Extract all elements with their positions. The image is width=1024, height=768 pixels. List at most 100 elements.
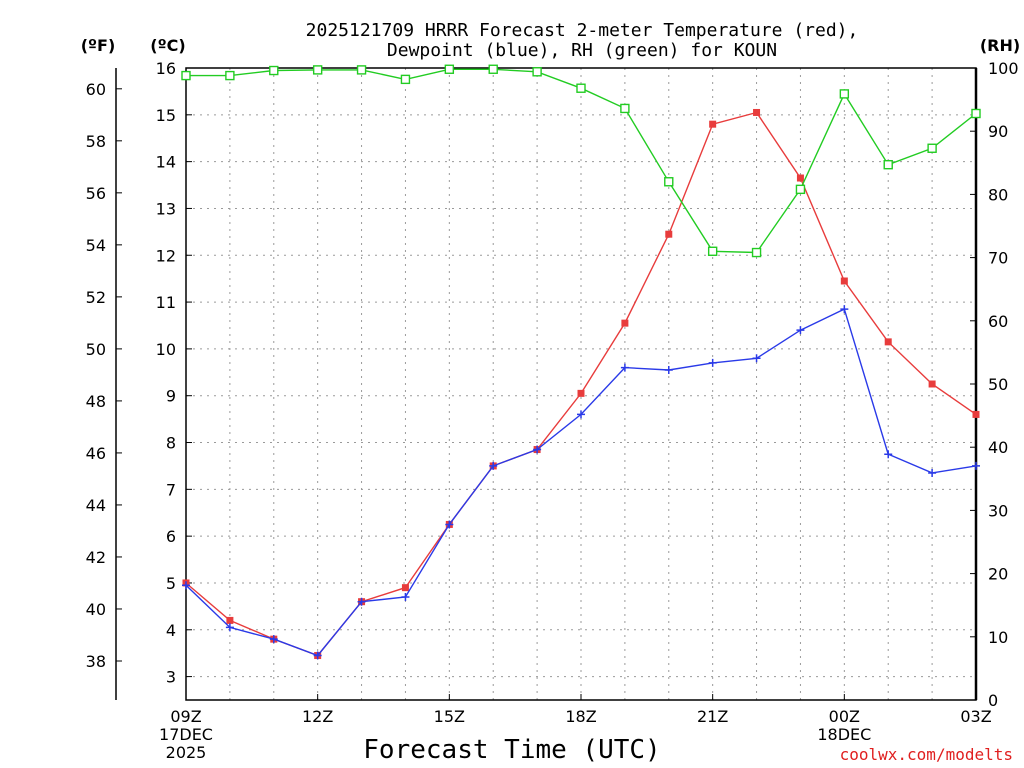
temperature-point [665, 230, 673, 238]
rh-tick-label: 100 [988, 59, 1019, 78]
fahrenheit-tick-label: 56 [86, 184, 106, 203]
celsius-unit-label: (ºC) [150, 36, 185, 55]
rh-point [971, 108, 981, 119]
dewpoint-point [884, 450, 893, 459]
celsius-tick-label: 8 [166, 434, 176, 453]
series-dewpoint [182, 305, 980, 660]
x-tick-label: 2025 [166, 743, 207, 762]
dewpoint-point [401, 593, 410, 602]
rh-tick-label: 70 [988, 249, 1008, 268]
celsius-tick-label: 14 [156, 153, 176, 172]
dewpoint-point [225, 623, 234, 632]
rh-unit-label: (RH) [980, 36, 1020, 55]
fahrenheit-tick-label: 44 [86, 496, 106, 515]
celsius-tick-label: 13 [156, 199, 176, 218]
series-rh [181, 64, 981, 258]
temperature-point [621, 319, 629, 327]
celsius-tick-label: 10 [156, 340, 176, 359]
rh-point [576, 83, 586, 93]
rh-point [839, 89, 850, 99]
credit-text: coolwx.com/modelts [840, 745, 1013, 764]
temperature-point [577, 389, 585, 397]
chart-subtitle: Dewpoint (blue), RH (green) for KOUN [387, 40, 777, 61]
fahrenheit-tick-label: 60 [86, 80, 106, 99]
temperature-point [226, 616, 234, 624]
rh-tick-label: 0 [988, 691, 998, 710]
rh-point [225, 70, 235, 81]
dewpoint-point [840, 305, 849, 314]
rh-point [532, 67, 542, 77]
celsius-tick-label: 9 [166, 387, 176, 406]
fahrenheit-tick-label: 48 [86, 392, 106, 411]
celsius-tick-label: 15 [156, 106, 176, 125]
temperature-point [928, 380, 936, 388]
celsius-tick-label: 16 [156, 59, 176, 78]
rh-tick-label: 10 [988, 628, 1008, 647]
celsius-tick-label: 5 [166, 574, 176, 593]
celsius-tick-label: 12 [156, 246, 176, 265]
dewpoint-point [577, 410, 585, 419]
chart-title: 2025121709 HRRR Forecast 2-meter Tempera… [306, 20, 859, 41]
celsius-tick-label: 11 [156, 293, 176, 312]
temperature-point [840, 277, 848, 285]
dewpoint-point [796, 326, 805, 335]
fahrenheit-tick-label: 38 [86, 652, 106, 671]
temperature-point [972, 410, 980, 418]
rh-point [927, 143, 937, 153]
dewpoint-point [533, 445, 542, 454]
temperature-point [753, 108, 761, 116]
x-tick-label: 12Z [302, 707, 333, 726]
rh-tick-label: 30 [988, 501, 1008, 520]
celsius-tick-label: 3 [166, 668, 176, 687]
rh-point [707, 246, 718, 256]
dewpoint-point [445, 520, 454, 529]
rh-tick-label: 90 [988, 122, 1008, 141]
data-series [181, 64, 981, 660]
fahrenheit-tick-label: 42 [86, 548, 106, 567]
dewpoint-point [357, 597, 366, 606]
celsius-tick-label: 7 [166, 480, 176, 499]
rh-point [751, 247, 762, 258]
x-tick-label: 00Z [829, 707, 860, 726]
celsius-tick-label: 6 [166, 527, 176, 546]
rh-tick-label: 40 [988, 438, 1008, 457]
rh-tick-label: 50 [988, 375, 1008, 394]
x-axis-title: Forecast Time (UTC) [363, 735, 660, 765]
rh-point [181, 70, 191, 81]
fahrenheit-tick-label: 50 [86, 340, 106, 359]
rh-tick-label: 20 [988, 565, 1008, 584]
rh-tick-label: 80 [988, 185, 1008, 204]
rh-point [795, 184, 806, 195]
dewpoint-point [489, 461, 498, 470]
fahrenheit-tick-label: 52 [86, 288, 106, 307]
axis-ticks: 3456789101112131415163840424446485052545… [86, 59, 1019, 762]
temperature-point [796, 174, 804, 182]
fahrenheit-tick-label: 46 [86, 444, 106, 463]
dewpoint-point [313, 651, 322, 660]
rh-point [356, 65, 367, 75]
rh-point [269, 65, 279, 76]
fahrenheit-unit-label: (ºF) [81, 36, 116, 55]
x-tick-label: 09Z [170, 707, 201, 726]
rh-point [883, 159, 893, 170]
rh-tick-label: 60 [988, 312, 1008, 331]
fahrenheit-tick-label: 54 [86, 236, 106, 255]
rh-point [444, 64, 455, 74]
rh-point [664, 177, 674, 187]
fahrenheit-tick-label: 58 [86, 132, 106, 151]
x-tick-label: 21Z [697, 707, 728, 726]
dewpoint-point [620, 363, 629, 372]
temperature-point [884, 338, 892, 346]
x-tick-label: 03Z [960, 707, 991, 726]
dewpoint-point [182, 581, 190, 590]
dewpoint-point [928, 468, 937, 477]
dewpoint-point [708, 358, 717, 367]
temperature-point [401, 584, 409, 592]
x-tick-label: 15Z [434, 707, 465, 726]
rh-point [400, 74, 411, 85]
celsius-tick-label: 4 [166, 621, 176, 640]
dewpoint-point [972, 461, 980, 470]
temperature-point [709, 120, 717, 128]
x-tick-label: 18Z [565, 707, 596, 726]
gridlines [186, 68, 976, 700]
